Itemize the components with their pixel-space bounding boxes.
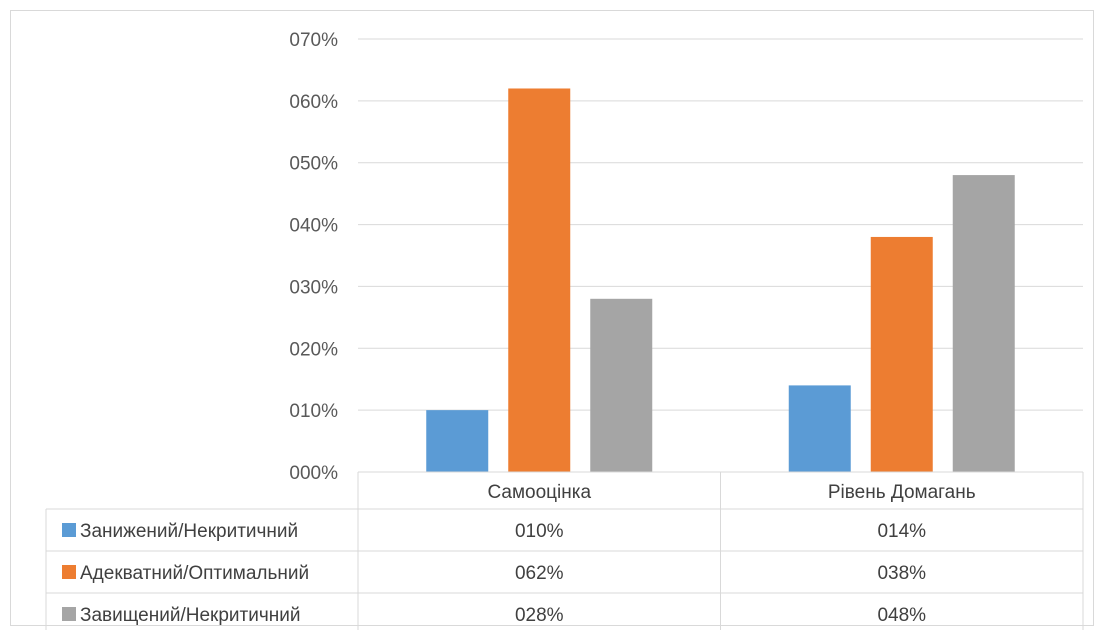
data-label: 038% xyxy=(877,563,926,584)
bar xyxy=(426,410,489,472)
legend-series-label: Завищений/Некритичний xyxy=(80,605,300,626)
y-axis: 000% 010% 020% 030% 040% 050% 060% 070% xyxy=(289,30,338,484)
y-tick-label: 000% xyxy=(289,463,338,484)
data-label: 062% xyxy=(515,563,564,584)
bar xyxy=(952,175,1015,473)
bar xyxy=(788,385,851,472)
y-tick-label: 020% xyxy=(289,339,338,360)
y-tick-label: 030% xyxy=(289,277,338,298)
legend-swatch xyxy=(62,565,76,579)
y-tick-label: 010% xyxy=(289,401,338,422)
y-tick-label: 050% xyxy=(289,154,338,175)
bar xyxy=(508,88,571,472)
x-category-label: Рівень Домагань xyxy=(828,482,976,503)
y-tick-label: 040% xyxy=(289,216,338,237)
data-label: 010% xyxy=(515,521,564,542)
data-label: 028% xyxy=(515,605,564,626)
legend-series-label: Занижений/Некритичний xyxy=(80,521,298,542)
legend-swatch xyxy=(62,607,76,621)
x-category-label: Самооцінка xyxy=(487,482,591,503)
bar xyxy=(870,236,933,472)
y-tick-label: 070% xyxy=(289,30,338,51)
bars xyxy=(426,88,1015,473)
data-label: 048% xyxy=(877,605,926,626)
bar xyxy=(590,298,653,472)
y-tick-label: 060% xyxy=(289,92,338,113)
legend-series-label: Адекватний/Оптимальний xyxy=(80,563,309,584)
data-table: Самооцінка Рівень Домагань Занижений/Некри… xyxy=(45,471,1084,630)
legend-swatch xyxy=(62,523,76,537)
data-label: 014% xyxy=(877,521,926,542)
